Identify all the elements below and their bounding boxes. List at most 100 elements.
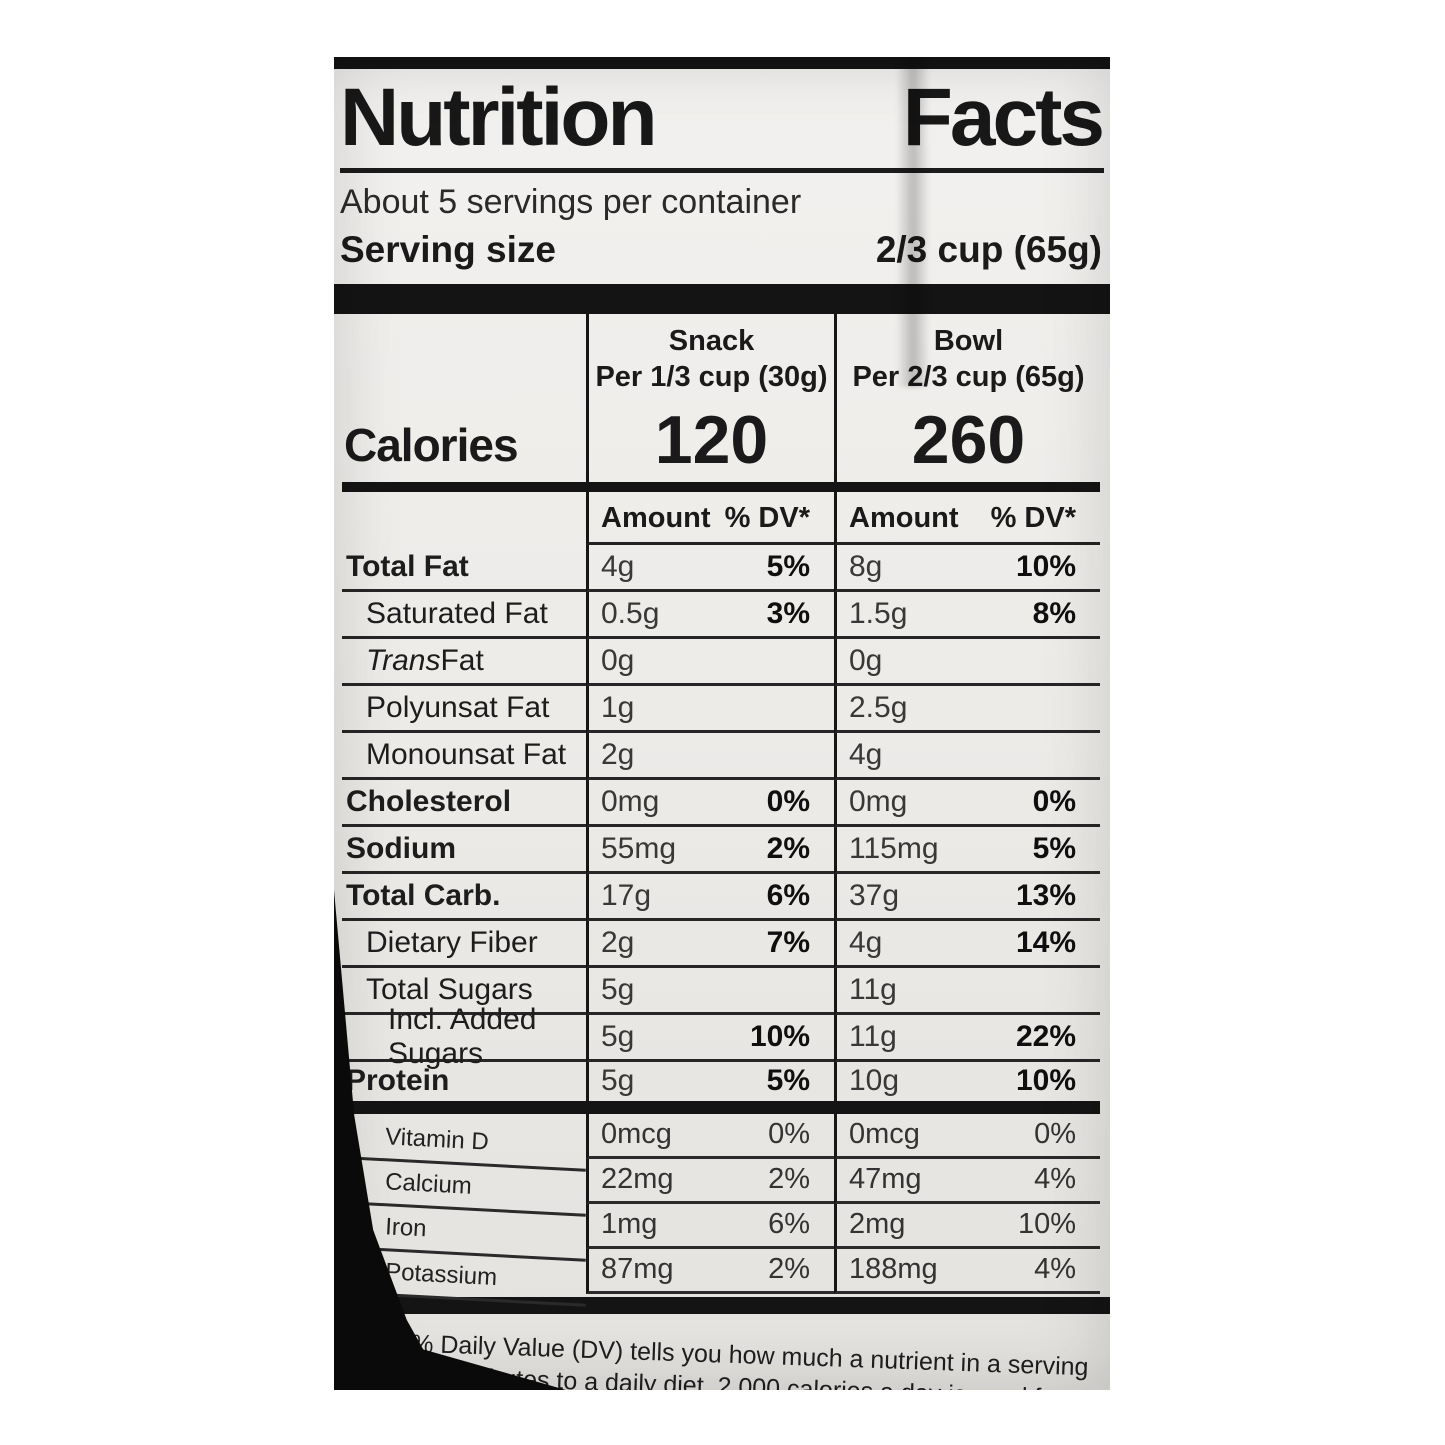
- amount-value: 188mg: [849, 1253, 938, 1285]
- amount-value: 11g: [849, 972, 897, 1006]
- dv-value: 14%: [1015, 925, 1076, 959]
- dv-value: 13%: [1015, 878, 1076, 912]
- row-total-fat: Total Fat 4g 5% 8g 10%: [342, 544, 1110, 592]
- servings-per-container: About 5 servings per container: [340, 183, 802, 221]
- amount-value: 0mg: [601, 784, 660, 818]
- title-word-nutrition: Nutrition: [340, 72, 658, 163]
- dv-value: 0%: [1032, 784, 1076, 818]
- dv-value: 4%: [1034, 1163, 1076, 1195]
- row-sodium: Sodium 55mg 2% 115mg 5%: [342, 826, 1110, 874]
- row-protein: Protein 5g 5% 10g 10%: [342, 1061, 1110, 1114]
- bowl-values: 0mg 0%: [834, 779, 1100, 827]
- amount-value: 8g: [849, 549, 883, 583]
- snack-values: 17g 6%: [586, 873, 834, 921]
- amount-value: 11g: [849, 1019, 897, 1053]
- row-iron: Iron 1mg 6% 2mg 10%: [342, 1203, 1110, 1262]
- row-monounsat-fat: Monounsat Fat 2g 4g: [342, 732, 1110, 780]
- dv-value: 2%: [768, 1253, 810, 1285]
- snack-values: 5g 5%: [586, 1061, 834, 1114]
- bowl-values: 0g: [834, 638, 1100, 686]
- dv-value: 10%: [1015, 549, 1076, 583]
- amount-value: 2g: [601, 737, 635, 771]
- dv-value: 6%: [766, 878, 810, 912]
- dv-value: 5%: [766, 549, 810, 583]
- nutrient-name-rest: Fat: [440, 643, 484, 677]
- row-dietary-fiber: Dietary Fiber 2g 7% 4g 14%: [342, 920, 1110, 968]
- bowl-values: 4g: [834, 732, 1100, 780]
- trans-italic: Trans: [366, 643, 441, 677]
- calories-label: Calories: [342, 418, 586, 492]
- amount-value: 1.5g: [849, 596, 908, 630]
- calories-value-snack: 120: [586, 405, 834, 492]
- amount-value: 4g: [601, 549, 635, 583]
- row-vitamin-d: Vitamin D 0mcg 0% 0mcg 0%: [342, 1113, 1110, 1172]
- dv-value: 0%: [768, 1118, 810, 1150]
- dv-value: 10%: [1015, 1064, 1076, 1097]
- row-total-carb: Total Carb. 17g 6% 37g 13%: [342, 873, 1110, 921]
- snack-values: 2g 7%: [586, 920, 834, 968]
- bowl-values: 1.5g 8%: [834, 591, 1100, 639]
- row-total-sugars: Total Sugars 5g 11g: [342, 967, 1110, 1015]
- nutrient-name: Monounsat Fat: [342, 733, 586, 780]
- snack-values: 22mg 2%: [586, 1158, 834, 1204]
- row-saturated-fat: Saturated Fat 0.5g 3% 1.5g 8%: [342, 591, 1110, 639]
- dv-header: % DV*: [724, 501, 810, 534]
- amount-value: 1mg: [601, 1208, 658, 1240]
- dv-value: 8%: [1032, 596, 1076, 630]
- footnote-divider-bar: [334, 1296, 1110, 1314]
- column-header-row: Snack Per 1/3 cup (30g) Bowl Per 2/3 cup…: [342, 314, 1110, 406]
- amount-value: 0g: [601, 643, 635, 677]
- bowl-values: 115mg 5%: [834, 826, 1100, 874]
- amount-value: 0g: [849, 643, 883, 677]
- dv-value: 7%: [766, 925, 810, 959]
- column-header-spacer: [342, 314, 586, 406]
- snack-values: 4g 5%: [586, 544, 834, 592]
- bowl-values: 0mcg 0%: [834, 1113, 1100, 1159]
- dv-value: 0%: [766, 784, 810, 818]
- nutrient-name: Saturated Fat: [342, 592, 586, 639]
- row-polyunsat-fat: Polyunsat Fat 1g 2.5g: [342, 685, 1110, 733]
- bowl-values: 47mg 4%: [834, 1158, 1100, 1204]
- column-header-snack: Snack Per 1/3 cup (30g): [586, 314, 834, 406]
- snack-values: 0mg 0%: [586, 779, 834, 827]
- nutrient-name: Dietary Fiber: [342, 921, 586, 968]
- nutrient-name: Sodium: [342, 827, 586, 874]
- amount-value: 0mcg: [601, 1118, 672, 1150]
- calories-value-bowl: 260: [834, 405, 1100, 492]
- amount-value: 2g: [601, 925, 635, 959]
- snack-values: 2g: [586, 732, 834, 780]
- bowl-values: 2.5g: [834, 685, 1100, 733]
- row-potassium: Potassium 87mg 2% 188mg 4%: [342, 1248, 1110, 1307]
- amount-value: 37g: [849, 878, 900, 912]
- section-divider-bar: [334, 284, 1110, 314]
- dv-value: 4%: [1034, 1253, 1076, 1285]
- nutrient-name: Protein: [342, 1062, 586, 1114]
- dv-header: % DV*: [990, 501, 1076, 534]
- bowl-values: 4g 14%: [834, 920, 1100, 968]
- bowl-values: 2mg 10%: [834, 1203, 1100, 1249]
- dv-value: 2%: [766, 831, 810, 865]
- amount-value: 10g: [849, 1064, 900, 1097]
- row-trans-fat: Trans Fat 0g 0g: [342, 638, 1110, 686]
- snack-values: 1g: [586, 685, 834, 733]
- bowl-column-serving: Per 2/3 cup (65g): [852, 361, 1085, 394]
- amount-value: 4g: [849, 737, 883, 771]
- amount-header: Amount: [601, 501, 711, 534]
- column-header-bowl: Bowl Per 2/3 cup (65g): [834, 314, 1100, 406]
- snack-column-serving: Per 1/3 cup (30g): [595, 361, 828, 394]
- title-word-facts: Facts: [902, 72, 1105, 163]
- amount-value: 4g: [849, 925, 883, 959]
- dv-value: 6%: [768, 1208, 810, 1240]
- nutrient-name: Incl. Added Sugars: [342, 1003, 586, 1070]
- nutrient-name: Total Sugars: [342, 968, 586, 1015]
- nutrient-name: Trans Fat: [342, 639, 586, 686]
- nutrient-name: Polyunsat Fat: [342, 686, 586, 733]
- snack-values: 55mg 2%: [586, 826, 834, 874]
- value-header-snack: Amount % DV*: [586, 491, 834, 545]
- snack-values: 0.5g 3%: [586, 591, 834, 639]
- dv-value: 22%: [1015, 1019, 1076, 1053]
- amount-value: 115mg: [849, 831, 939, 865]
- dv-value: 10%: [749, 1019, 810, 1053]
- amount-value: 2mg: [849, 1208, 906, 1240]
